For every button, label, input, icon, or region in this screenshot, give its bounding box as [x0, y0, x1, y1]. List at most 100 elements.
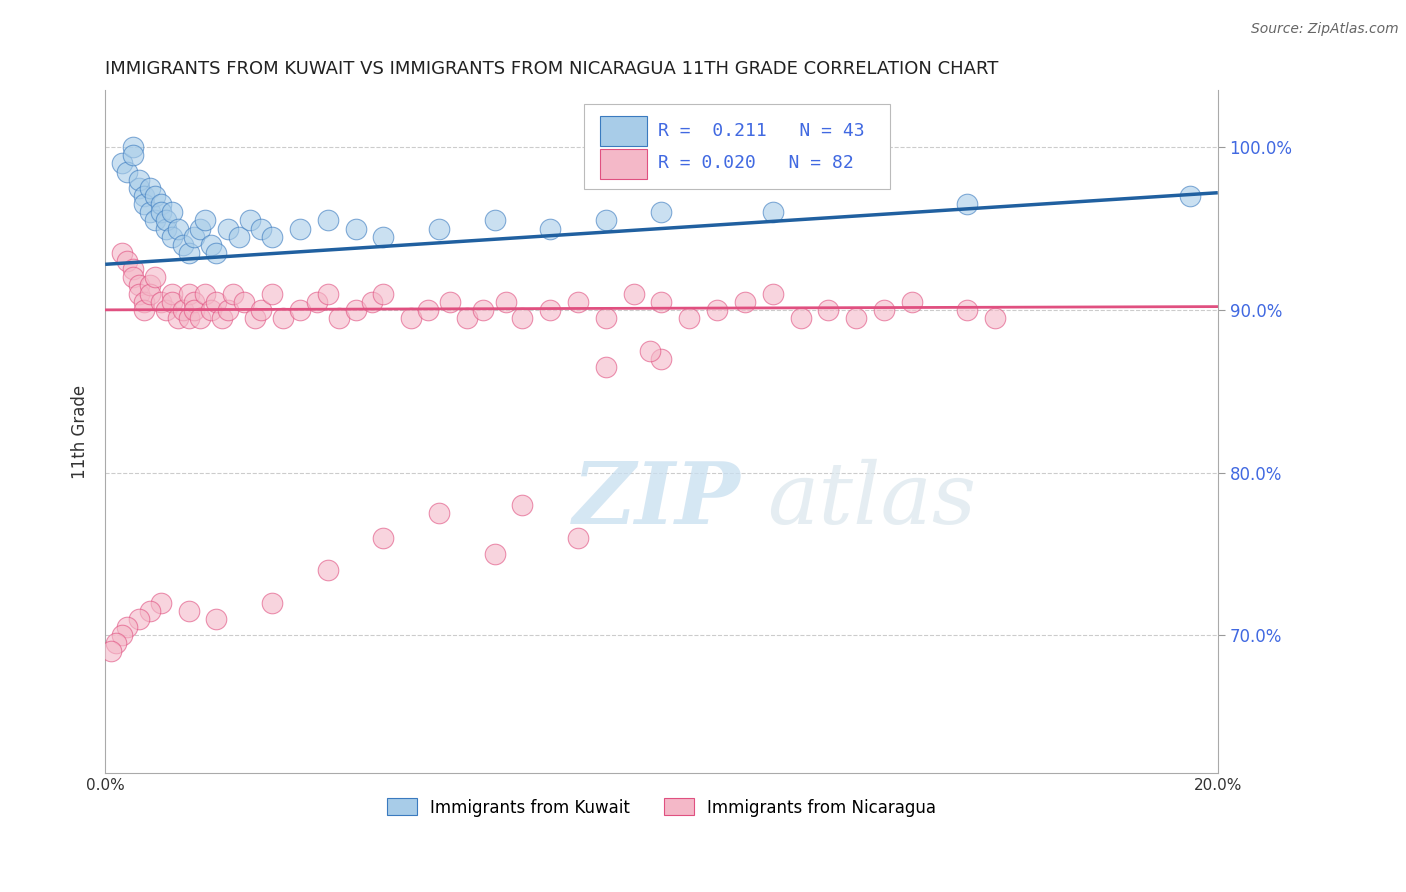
Point — [160, 286, 183, 301]
Point — [512, 498, 534, 512]
Point — [194, 286, 217, 301]
Point — [472, 302, 495, 317]
Point — [122, 262, 145, 277]
FancyBboxPatch shape — [600, 149, 647, 179]
Point — [316, 563, 339, 577]
Point — [117, 254, 139, 268]
Point — [373, 531, 395, 545]
Point — [122, 140, 145, 154]
Text: IMMIGRANTS FROM KUWAIT VS IMMIGRANTS FROM NICARAGUA 11TH GRADE CORRELATION CHART: IMMIGRANTS FROM KUWAIT VS IMMIGRANTS FRO… — [105, 60, 998, 78]
Point — [149, 197, 172, 211]
FancyBboxPatch shape — [600, 116, 647, 146]
Point — [734, 294, 756, 309]
Point — [205, 294, 228, 309]
Point — [194, 213, 217, 227]
Point — [789, 310, 811, 325]
Point — [172, 302, 194, 317]
Point — [250, 302, 273, 317]
Point — [200, 302, 222, 317]
Point — [205, 612, 228, 626]
Point — [155, 213, 177, 227]
Point — [595, 359, 617, 374]
Point — [138, 286, 160, 301]
Point — [111, 246, 134, 260]
Point — [217, 302, 239, 317]
Point — [344, 221, 367, 235]
Point — [188, 221, 211, 235]
Point — [316, 213, 339, 227]
Point — [650, 294, 672, 309]
Point — [177, 310, 200, 325]
Point — [495, 294, 517, 309]
Point — [484, 547, 506, 561]
Point — [901, 294, 924, 309]
Point — [344, 302, 367, 317]
Point — [595, 310, 617, 325]
Point — [373, 286, 395, 301]
Point — [567, 294, 589, 309]
Point — [183, 294, 205, 309]
Point — [138, 181, 160, 195]
Point — [984, 310, 1007, 325]
Point — [595, 213, 617, 227]
Point — [567, 531, 589, 545]
Text: R =  0.211   N = 43: R = 0.211 N = 43 — [658, 121, 865, 139]
Point — [160, 229, 183, 244]
Point — [134, 294, 156, 309]
Point — [650, 205, 672, 219]
Point — [128, 181, 150, 195]
Point — [678, 310, 700, 325]
Point — [873, 302, 896, 317]
Legend: Immigrants from Kuwait, Immigrants from Nicaragua: Immigrants from Kuwait, Immigrants from … — [381, 792, 942, 823]
Point — [956, 302, 979, 317]
Point — [188, 310, 211, 325]
Point — [305, 294, 328, 309]
Point — [172, 237, 194, 252]
Point — [122, 148, 145, 162]
Point — [250, 221, 273, 235]
Point — [143, 189, 166, 203]
Point — [399, 310, 422, 325]
Point — [288, 302, 311, 317]
Point — [138, 278, 160, 293]
Point — [845, 310, 868, 325]
Point — [100, 644, 122, 658]
Point — [134, 197, 156, 211]
Point — [233, 294, 256, 309]
Point — [177, 604, 200, 618]
Point — [117, 164, 139, 178]
Point — [117, 620, 139, 634]
Point — [183, 302, 205, 317]
Point — [640, 343, 662, 358]
Point — [111, 156, 134, 170]
Text: atlas: atlas — [768, 458, 976, 541]
Point — [128, 278, 150, 293]
Point — [105, 636, 128, 650]
Point — [149, 205, 172, 219]
Point — [288, 221, 311, 235]
Point — [538, 302, 561, 317]
Point — [211, 310, 233, 325]
Point — [262, 229, 284, 244]
Y-axis label: 11th Grade: 11th Grade — [72, 384, 89, 479]
Point — [134, 189, 156, 203]
Point — [361, 294, 384, 309]
Point — [484, 213, 506, 227]
Point — [956, 197, 979, 211]
Point — [239, 213, 262, 227]
Point — [650, 351, 672, 366]
Point — [623, 286, 645, 301]
Point — [183, 229, 205, 244]
Point — [416, 302, 439, 317]
Point — [138, 205, 160, 219]
Point — [262, 286, 284, 301]
Point — [456, 310, 478, 325]
Point — [1178, 189, 1201, 203]
Point — [200, 237, 222, 252]
Point — [143, 270, 166, 285]
Point — [166, 310, 188, 325]
Point — [134, 302, 156, 317]
Point — [762, 205, 785, 219]
Point — [160, 294, 183, 309]
Point — [706, 302, 728, 317]
